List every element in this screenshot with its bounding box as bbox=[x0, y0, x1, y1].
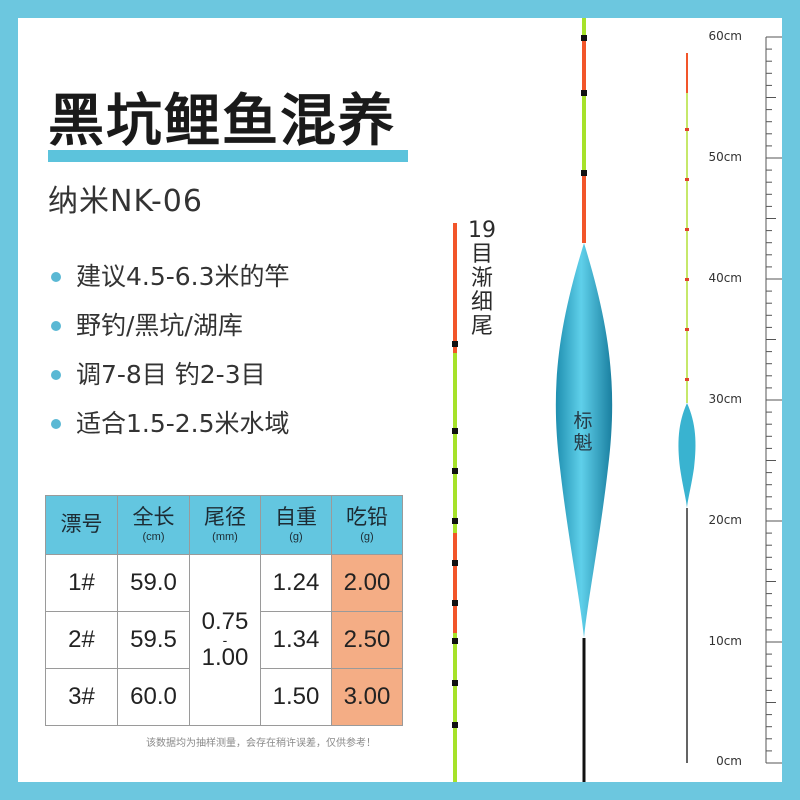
cell-length: 59.5 bbox=[117, 611, 190, 669]
small-float-body bbox=[678, 403, 696, 508]
table-row: 1# 59.0 0.75 - 1.00 1.24 2.00 bbox=[45, 554, 403, 726]
measuring-ruler bbox=[765, 36, 782, 764]
cell-weight: 1.24 bbox=[260, 554, 332, 612]
bullet-dot-icon bbox=[51, 272, 61, 282]
feature-item: 野钓/黑坑/湖库 bbox=[48, 309, 290, 358]
tail-range-dash: - bbox=[222, 632, 228, 648]
header-tail-diameter: 尾径 (mm) bbox=[189, 495, 261, 555]
header-lead-capacity: 吃铅 (g) bbox=[331, 495, 403, 555]
tail-spec-label: 19目渐细尾 bbox=[468, 218, 496, 339]
ruler-label: 30cm bbox=[708, 392, 742, 406]
header-length: 全长 (cm) bbox=[117, 495, 190, 555]
cell-lead: 2.00 bbox=[331, 554, 403, 612]
cell-tail-diameter: 0.75 - 1.00 bbox=[189, 554, 261, 726]
float-tail-segment bbox=[582, 93, 586, 173]
tail-max-value: 1.00 bbox=[201, 644, 249, 671]
title-underline bbox=[48, 150, 408, 162]
small-float-illustration bbox=[678, 53, 696, 763]
page-title: 黑坑鲤鱼混养 bbox=[48, 89, 396, 154]
cell-lead: 2.50 bbox=[331, 611, 403, 669]
feature-text: 野钓/黑坑/湖库 bbox=[76, 311, 243, 340]
tail-orange-segment bbox=[453, 533, 457, 633]
table-row: 2# 59.5 1.34 2.50 bbox=[45, 611, 403, 669]
cell-lead: 3.00 bbox=[331, 668, 403, 726]
float-body bbox=[555, 243, 613, 638]
feature-list: 建议4.5-6.3米的竿 野钓/黑坑/湖库 调7-8目 钓2-3目 适合1.5-… bbox=[48, 260, 290, 456]
tail-orange-segment bbox=[453, 223, 457, 353]
table-header-row: 漂号 全长 (cm) 尾径 (mm) 自重 (g) 吃铅 (g) bbox=[45, 495, 403, 555]
feature-item: 调7-8目 钓2-3目 bbox=[48, 358, 290, 407]
float-tail-segment bbox=[582, 38, 586, 93]
spec-table: 漂号 全长 (cm) 尾径 (mm) 自重 (g) 吃铅 (g) 1# 59.0 0.7… bbox=[45, 495, 403, 726]
ruler-label: 50cm bbox=[708, 150, 742, 164]
bullet-dot-icon bbox=[51, 321, 61, 331]
bullet-dot-icon bbox=[51, 370, 61, 380]
cell-float-no: 1# bbox=[45, 554, 118, 612]
cell-float-no: 3# bbox=[45, 668, 118, 726]
tail-illustration bbox=[452, 223, 458, 782]
feature-item: 适合1.5-2.5米水域 bbox=[48, 407, 290, 456]
model-name: 纳米NK-06 bbox=[48, 184, 203, 219]
cell-weight: 1.34 bbox=[260, 611, 332, 669]
cell-length: 60.0 bbox=[117, 668, 190, 726]
header-float-no: 漂号 bbox=[45, 495, 118, 555]
float-tail-segment bbox=[582, 173, 586, 243]
product-panel: 黑坑鲤鱼混养 纳米NK-06 建议4.5-6.3米的竿 野钓/黑坑/湖库 调7-… bbox=[18, 18, 782, 782]
tail-green-segment bbox=[453, 353, 457, 413]
float-stem bbox=[582, 638, 586, 782]
float-illustration bbox=[555, 18, 613, 782]
feature-text: 建议4.5-6.3米的竿 bbox=[76, 262, 290, 291]
measurement-note: 该数据均为抽样测量，会存在稍许误差，仅供参考！ bbox=[146, 738, 376, 749]
ruler-label: 60cm bbox=[708, 29, 742, 43]
cell-weight: 1.50 bbox=[260, 668, 332, 726]
ruler-label: 40cm bbox=[708, 271, 742, 285]
ruler-label: 0cm bbox=[716, 754, 742, 768]
tail-min-value: 0.75 bbox=[201, 608, 249, 635]
float-brand-mark: 标魁 bbox=[573, 410, 593, 454]
float-tip-segment bbox=[582, 18, 586, 38]
table-row: 3# 60.0 1.50 3.00 bbox=[45, 668, 403, 726]
cell-float-no: 2# bbox=[45, 611, 118, 669]
bullet-dot-icon bbox=[51, 419, 61, 429]
feature-text: 调7-8目 钓2-3目 bbox=[76, 360, 266, 389]
feature-text: 适合1.5-2.5米水域 bbox=[76, 409, 290, 438]
ruler-label: 20cm bbox=[708, 513, 742, 527]
tail-green-segment bbox=[453, 633, 457, 782]
ruler-label: 10cm bbox=[708, 634, 742, 648]
header-self-weight: 自重 (g) bbox=[260, 495, 332, 555]
cell-length: 59.0 bbox=[117, 554, 190, 612]
feature-item: 建议4.5-6.3米的竿 bbox=[48, 260, 290, 309]
